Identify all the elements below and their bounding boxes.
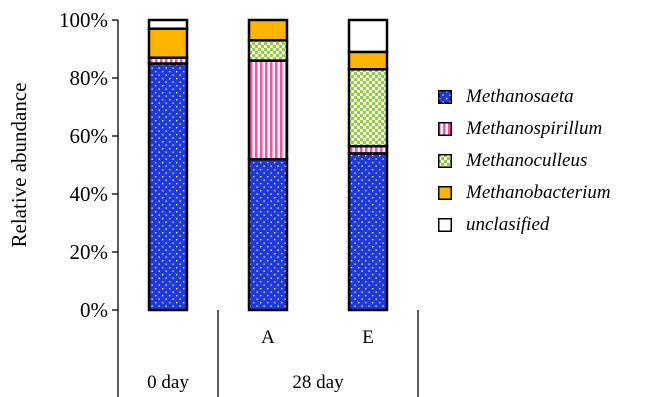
legend-label-unclasified: unclasified bbox=[466, 214, 550, 236]
bar-segment-unclasified-1 bbox=[147, 18, 189, 30]
bar-segment-methanobacterium-2 bbox=[247, 18, 289, 42]
legend-item-methanosaeta: Methanosaeta bbox=[438, 84, 652, 111]
group-label-0-day: 0 day bbox=[147, 372, 189, 393]
bar-segment-methanoculleus-3 bbox=[347, 68, 389, 148]
legend-swatch-methanoculleus bbox=[438, 154, 452, 169]
y-axis-label: Relative abundance bbox=[7, 82, 31, 247]
bar-segment-methanobacterium-3 bbox=[347, 50, 389, 71]
category-label-A: A bbox=[261, 327, 275, 348]
legend-item-unclasified: unclasified bbox=[438, 212, 652, 239]
bar-segment-methanospirillum-2 bbox=[247, 59, 289, 161]
legend-label-methanobacterium: Methanobacterium bbox=[466, 182, 611, 204]
bar-segment-unclasified-3 bbox=[347, 18, 389, 54]
bar-segment-methanosaeta-2 bbox=[247, 157, 289, 312]
legend-swatch-methanosaeta bbox=[438, 90, 452, 105]
y-tick-label: 60% bbox=[70, 124, 109, 148]
category-label-E: E bbox=[362, 327, 374, 348]
bar-segment-methanosaeta-3 bbox=[347, 152, 389, 312]
legend-item-methanoculleus: Methanoculleus bbox=[438, 148, 652, 175]
bar-segment-methanobacterium-1 bbox=[147, 27, 189, 59]
legend-label-methanosaeta: Methanosaeta bbox=[466, 86, 574, 108]
y-tick-label: 80% bbox=[70, 66, 109, 90]
legend-item-methanospirillum: Methanospirillum bbox=[438, 116, 652, 143]
group-label-28-day: 28 day bbox=[292, 372, 344, 393]
y-tick-label: 40% bbox=[70, 182, 109, 206]
y-tick-label: 100% bbox=[59, 8, 108, 32]
legend-item-methanobacterium: Methanobacterium bbox=[438, 180, 652, 207]
bar-segment-methanoculleus-2 bbox=[247, 39, 289, 62]
legend-swatch-methanospirillum bbox=[438, 122, 452, 137]
y-tick-label: 20% bbox=[70, 240, 109, 264]
legend-swatch-methanobacterium bbox=[438, 186, 452, 201]
legend-swatch-unclasified bbox=[438, 218, 452, 233]
legend-label-methanoculleus: Methanoculleus bbox=[466, 150, 588, 172]
legend: Methanosaeta Methanospirillum Methanocul… bbox=[438, 84, 652, 244]
legend-label-methanospirillum: Methanospirillum bbox=[466, 118, 603, 140]
y-tick-label: 0% bbox=[80, 298, 108, 322]
bar-segment-methanosaeta-1 bbox=[147, 62, 189, 312]
